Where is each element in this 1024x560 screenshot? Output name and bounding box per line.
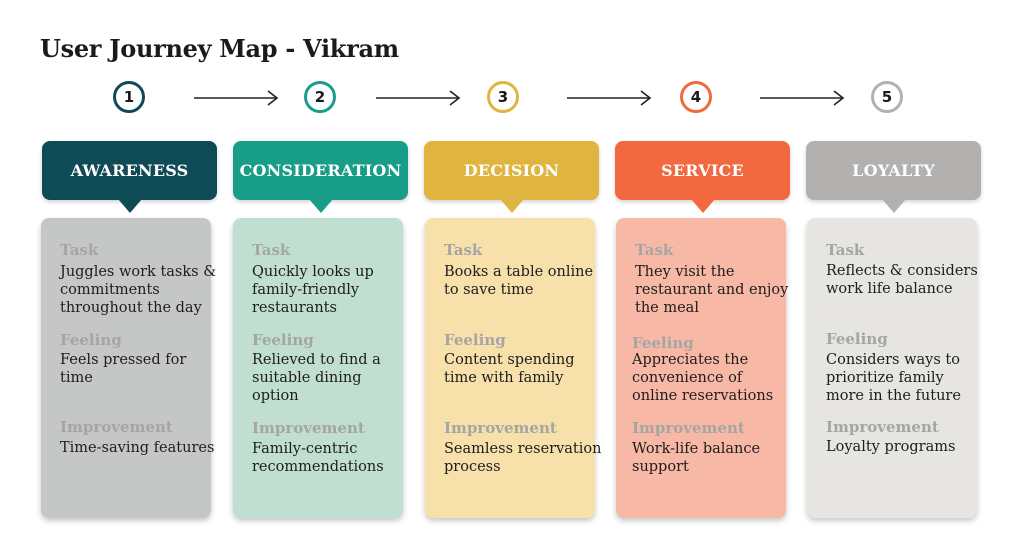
task-label: Task [444, 241, 483, 259]
speech-pointer [308, 199, 333, 213]
step-number-1: 1 [113, 81, 145, 113]
stage-card-awareness: Task Juggles work tasks & commitments th… [41, 218, 216, 518]
improvement-text: Work-life balance support [632, 441, 761, 475]
arrow-icon [567, 90, 652, 106]
task-label: Task [635, 241, 674, 259]
speech-pointer [499, 199, 524, 213]
arrow-icon [760, 90, 845, 106]
stage-header-service: SERVICE [615, 141, 790, 213]
step-number-3: 3 [487, 81, 519, 113]
stage-header-awareness: AWARENESS [42, 141, 217, 213]
stage-name: AWARENESS [70, 161, 189, 180]
feeling-text: Feels pressed for time [60, 352, 187, 386]
task-label: Task [826, 241, 865, 259]
improvement-label: Improvement [826, 418, 939, 436]
feeling-text: Content spending time with family [444, 352, 575, 386]
stage-name: SERVICE [661, 161, 744, 180]
stage-card-service: Task They visit the restaurant and enjoy… [616, 218, 788, 518]
feeling-label: Feeling [826, 330, 888, 348]
task-text: Books a table online to save time [444, 264, 594, 298]
improvement-text: Seamless reservation process [444, 441, 602, 475]
improvement-label: Improvement [632, 419, 745, 437]
stage-name: LOYALTY [852, 161, 935, 180]
task-text: Juggles work tasks & commitments through… [60, 264, 217, 316]
feeling-text: Appreciates the convenience of online re… [632, 352, 774, 404]
speech-pointer [881, 199, 906, 213]
page-title: User Journey Map - Vikram [40, 34, 399, 63]
task-label: Task [60, 241, 99, 259]
feeling-label: Feeling [60, 331, 122, 349]
feeling-text: Relieved to find a suitable dining optio… [252, 352, 381, 404]
stage-card-consideration: Task Quickly looks up family-friendly re… [233, 218, 403, 518]
improvement-text: Family-centric recommendations [252, 441, 384, 475]
feeling-label: Feeling [252, 331, 314, 349]
speech-pointer [117, 199, 142, 213]
improvement-label: Improvement [252, 419, 365, 437]
task-label: Task [252, 241, 291, 259]
improvement-text: Time-saving features [60, 440, 215, 456]
step-number-5: 5 [871, 81, 903, 113]
task-text: They visit the restaurant and enjoy the … [635, 264, 789, 316]
improvement-text: Loyalty programs [826, 439, 956, 455]
stage-header-loyalty: LOYALTY [806, 141, 981, 213]
stage-card-loyalty: Task Reflects & considers work life bala… [807, 218, 978, 518]
arrow-icon [194, 90, 279, 106]
step-number-2: 2 [304, 81, 336, 113]
feeling-label: Feeling [632, 334, 694, 352]
stage-header-decision: DECISION [424, 141, 599, 213]
task-text: Reflects & considers work life balance [826, 263, 978, 297]
arrow-icon [376, 90, 461, 106]
feeling-text: Considers ways to prioritize family more… [826, 352, 961, 404]
step-number-4: 4 [680, 81, 712, 113]
stage-name: CONSIDERATION [239, 161, 402, 180]
speech-pointer [690, 199, 715, 213]
stage-header-consideration: CONSIDERATION [233, 141, 408, 213]
feeling-label: Feeling [444, 331, 506, 349]
improvement-label: Improvement [60, 418, 173, 436]
stage-name: DECISION [463, 161, 560, 180]
improvement-label: Improvement [444, 419, 557, 437]
stage-card-decision: Task Books a table online to save time F… [425, 218, 601, 518]
task-text: Quickly looks up family-friendly restaur… [252, 264, 374, 316]
